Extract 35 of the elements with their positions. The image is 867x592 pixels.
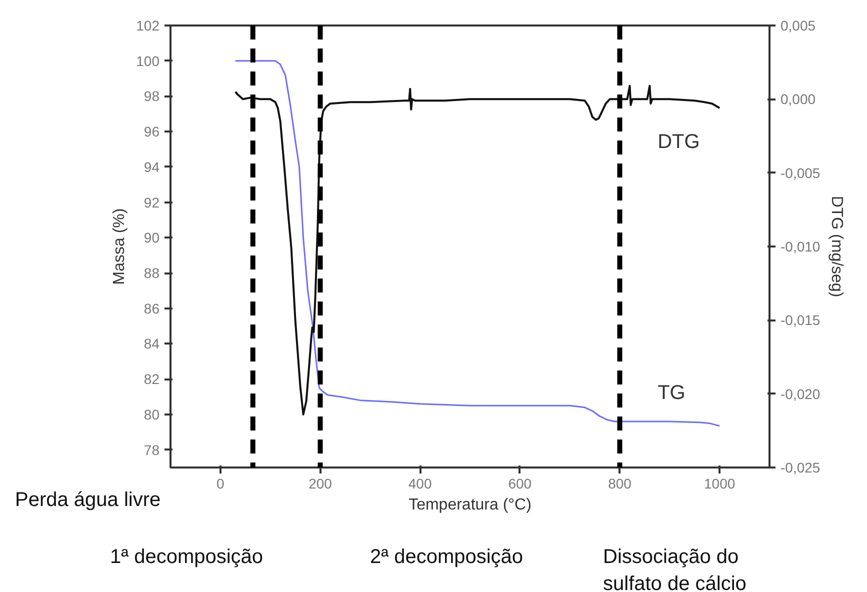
x-tick-label: 800 (608, 476, 632, 492)
y2-tick-label: -0,020 (780, 386, 820, 402)
series-label: TG (658, 382, 686, 404)
y2-tick-label: -0,010 (780, 238, 820, 254)
text: Perda água livre (15, 488, 161, 513)
y2-tick-label: 0,005 (780, 18, 816, 34)
y-tick-label: 86 (144, 300, 160, 316)
y-tick-label: 102 (136, 18, 160, 34)
y-tick-label: 82 (144, 371, 160, 388)
series-label: DTG (658, 131, 700, 154)
y-tick-label: 78 (144, 442, 160, 458)
x-axis-title: Temperatura (°C) (408, 496, 532, 514)
x-tick-label: 200 (308, 476, 332, 492)
y2-tick-label: 0,000 (780, 91, 816, 108)
y2-tick-label: -0,025 (780, 460, 820, 476)
x-tick-label: 400 (408, 476, 432, 492)
y2-axis-title: DTG (mg/seg) (828, 196, 846, 298)
y-tick-label: 90 (144, 230, 160, 246)
x-tick-label: 600 (508, 476, 532, 492)
y-tick-label: 98 (144, 88, 160, 104)
y-axis-title: Massa (%) (111, 208, 128, 285)
y2-tick-label: -0,015 (780, 312, 820, 328)
y-tick-label: 88 (144, 265, 160, 282)
y-tick-label: 100 (136, 52, 160, 69)
y2-tick-label: -0,005 (780, 164, 820, 181)
x-tick-label: 1000 (704, 476, 736, 492)
text: Dissociação do sulfato de cálcio (603, 545, 746, 592)
y-tick-label: 96 (144, 124, 160, 140)
text: 1ª decomposição (110, 545, 264, 570)
y-tick-label: 80 (144, 406, 160, 422)
text: 2ª decomposição (370, 545, 524, 570)
y-tick-label: 84 (144, 336, 160, 352)
y-tick-label: 94 (144, 158, 160, 175)
y-tick-label: 92 (144, 194, 160, 210)
x-tick-label: 0 (216, 476, 225, 492)
